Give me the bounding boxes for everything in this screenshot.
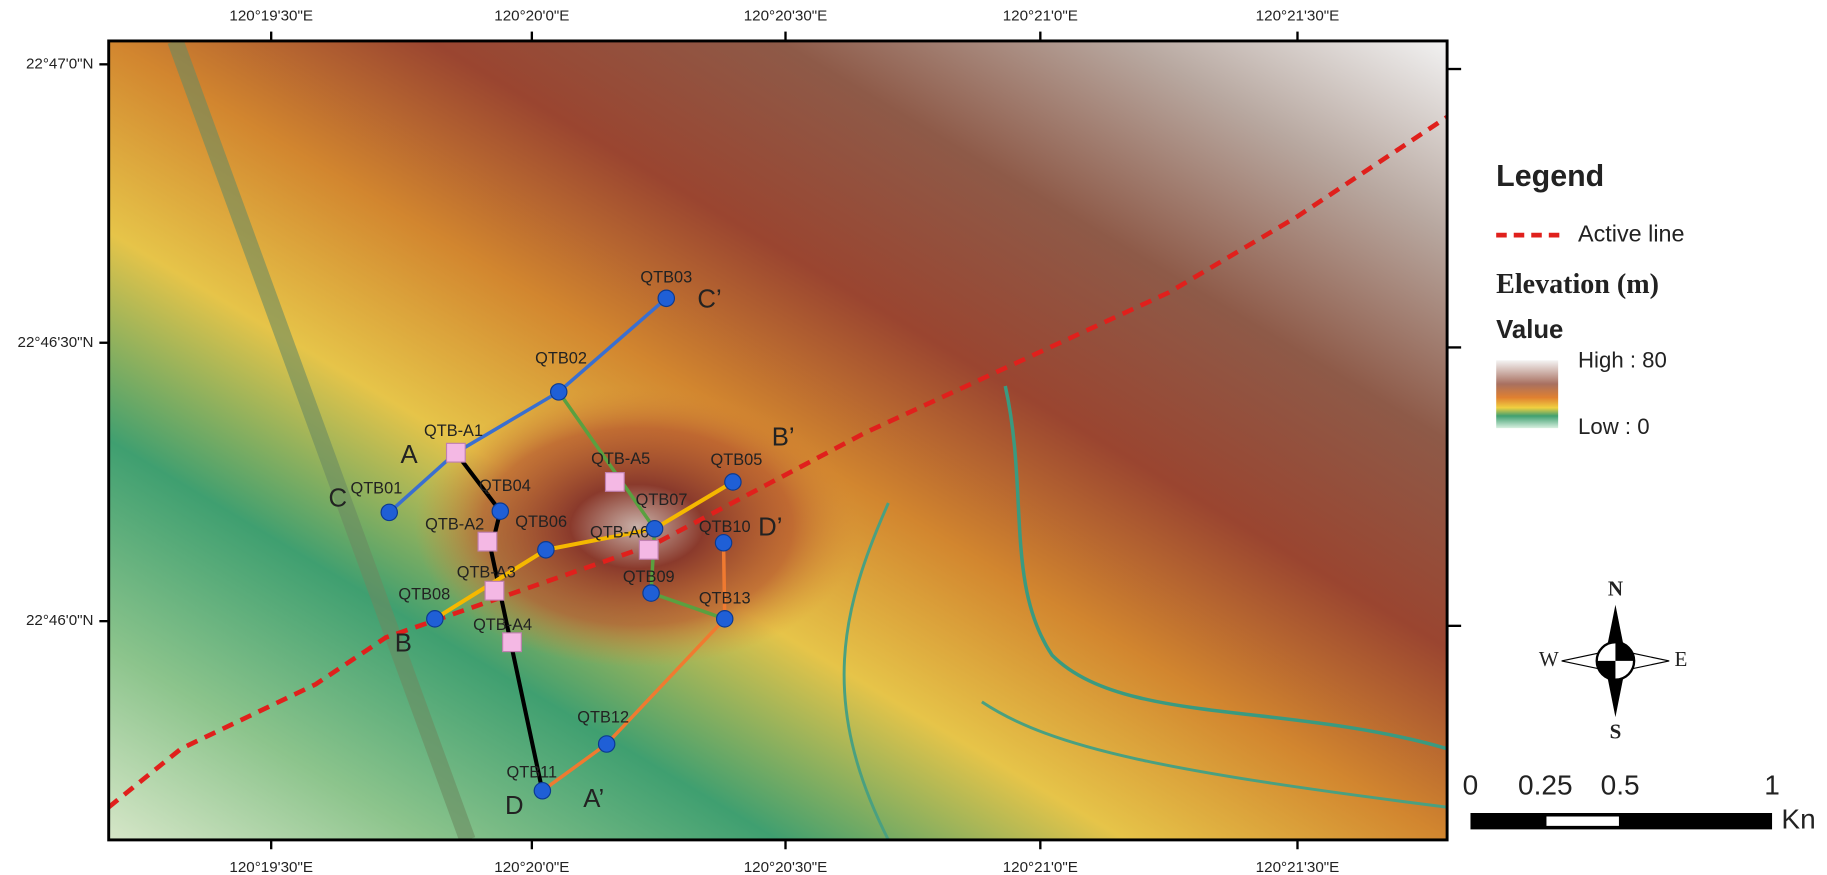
section-label: A xyxy=(401,441,419,469)
sample-marker xyxy=(639,540,658,559)
legend-heading: Elevation (m) xyxy=(1496,269,1659,300)
longitude-label: 120°20'0"E xyxy=(494,7,569,24)
scale-unit: Kn xyxy=(1781,804,1815,835)
longitude-label: 120°21'0"E xyxy=(1003,7,1078,24)
latitude-label: 22°47'0"N xyxy=(26,55,94,72)
scale-label: 0 xyxy=(1463,770,1479,801)
borehole-label: QTB04 xyxy=(479,477,531,495)
legend: Legend Active line Elevation (m) Value H… xyxy=(1496,159,1684,439)
borehole-marker xyxy=(643,585,659,601)
compass-label: E xyxy=(1674,647,1687,671)
legend-label: Active line xyxy=(1578,220,1685,246)
sample-marker xyxy=(447,443,466,462)
borehole-label: QTB11 xyxy=(507,764,558,782)
section-label: C xyxy=(329,484,348,512)
compass: N S W E xyxy=(1539,577,1687,744)
borehole-marker xyxy=(715,535,731,551)
borehole-marker xyxy=(427,611,443,627)
legend-label: Low : 0 xyxy=(1578,414,1650,439)
section-label: C’ xyxy=(697,285,721,313)
borehole-label: QTB05 xyxy=(711,451,763,469)
sample-marker xyxy=(503,633,522,652)
legend-label: High : 80 xyxy=(1578,347,1667,372)
borehole-label: QTB06 xyxy=(515,513,567,531)
borehole-label: QTB08 xyxy=(398,586,450,604)
latitude-label: 22°46'30"N xyxy=(18,334,94,351)
borehole-marker xyxy=(646,521,662,537)
borehole-label: QTB01 xyxy=(350,479,402,497)
elevation-ramp xyxy=(1496,360,1558,428)
longitude-label: 120°19'30"E xyxy=(229,859,313,875)
compass-label: W xyxy=(1539,647,1559,671)
section-label: B’ xyxy=(772,423,795,451)
longitude-label: 120°20'30"E xyxy=(744,859,828,875)
sample-marker xyxy=(605,473,624,492)
borehole-marker xyxy=(381,504,397,520)
section-label: A’ xyxy=(583,785,604,813)
sample-label: QTB-A2 xyxy=(425,516,484,534)
scale-label: 0.25 xyxy=(1518,770,1573,801)
section-label: D xyxy=(505,792,524,820)
borehole-label: QTB07 xyxy=(636,491,688,509)
longitude-label: 120°21'0"E xyxy=(1003,859,1078,875)
borehole-label: QTB10 xyxy=(699,518,751,536)
borehole-label: QTB13 xyxy=(699,589,751,607)
borehole-marker xyxy=(598,736,614,752)
scale-label: 0.5 xyxy=(1601,770,1640,801)
sample-marker xyxy=(478,532,497,551)
legend-heading: Value xyxy=(1496,316,1563,344)
longitude-label: 120°19'30"E xyxy=(229,7,313,24)
longitude-label: 120°20'0"E xyxy=(494,859,569,875)
compass-label: N xyxy=(1608,577,1623,601)
legend-title: Legend xyxy=(1496,159,1604,193)
longitude-label: 120°21'30"E xyxy=(1256,7,1340,24)
borehole-marker xyxy=(725,474,741,490)
section-label: B xyxy=(395,629,412,657)
latitude-label: 22°46'0"N xyxy=(26,612,94,629)
borehole-marker xyxy=(492,503,508,519)
borehole-label: QTB12 xyxy=(577,709,629,727)
borehole-marker xyxy=(538,542,554,558)
borehole-label: QTB09 xyxy=(623,568,675,586)
borehole-marker xyxy=(658,290,674,306)
sample-label: QTB-A4 xyxy=(473,616,532,634)
sample-marker xyxy=(485,581,504,600)
section-label: D’ xyxy=(758,514,782,542)
borehole-marker xyxy=(534,783,550,799)
borehole-label: QTB02 xyxy=(535,349,587,367)
longitude-label: 120°20'30"E xyxy=(744,7,828,24)
map-figure: 120°19'30"E 120°19'30"E 120°20'0"E 120°20'0… xyxy=(0,0,1827,875)
longitude-label: 120°21'30"E xyxy=(1256,859,1340,875)
borehole-label: QTB03 xyxy=(640,269,692,287)
borehole-marker xyxy=(717,611,733,627)
compass-label: S xyxy=(1610,719,1622,743)
scale-bar: 0 0.25 0.5 1 Kn xyxy=(1463,770,1816,835)
borehole-marker xyxy=(551,384,567,400)
sample-label: QTB-A3 xyxy=(457,564,516,582)
scale-label: 1 xyxy=(1764,770,1780,801)
sample-label: QTB-A6 xyxy=(590,524,649,542)
sample-label: QTB-A1 xyxy=(424,422,483,440)
sample-label: QTB-A5 xyxy=(591,450,650,468)
